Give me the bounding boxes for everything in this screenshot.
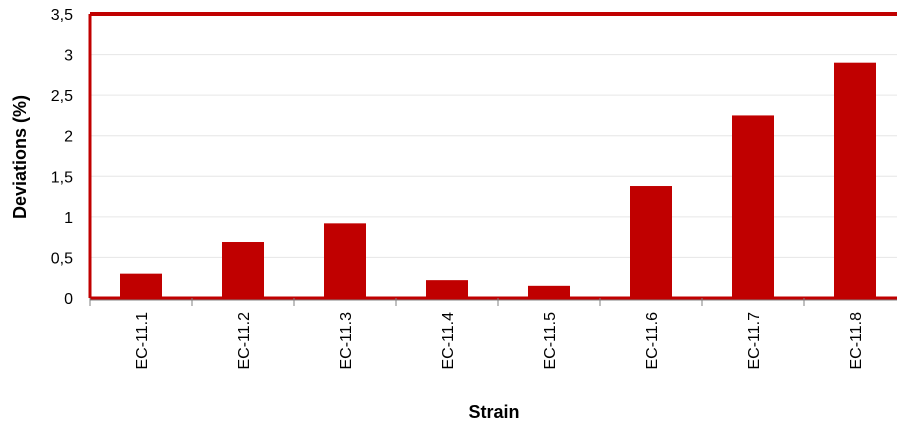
bar-ec-11-4 xyxy=(426,280,468,298)
x-tick-label: EC-11.4 xyxy=(440,312,457,370)
bar-ec-11-8 xyxy=(834,62,876,298)
x-axis-title: Strain xyxy=(468,402,519,422)
y-tick-label: 2 xyxy=(64,129,73,146)
x-tick-label: EC-11.6 xyxy=(644,312,661,370)
y-tick-label: 1 xyxy=(64,210,73,227)
y-tick-label: 3,5 xyxy=(51,7,73,24)
x-tick-label: EC-11.7 xyxy=(746,312,763,370)
bar-ec-11-2 xyxy=(222,242,264,298)
bars xyxy=(120,62,876,298)
y-tick-label: 3 xyxy=(64,48,73,65)
bar-ec-11-5 xyxy=(528,285,570,298)
x-tick-label: EC-11.8 xyxy=(848,312,865,370)
gridlines xyxy=(90,54,897,258)
bar-ec-11-6 xyxy=(630,186,672,298)
x-tick-label: EC-11.3 xyxy=(338,312,355,370)
x-axis-ticks: EC-11.1 EC-11.2 EC-11.3 EC-11.4 EC-11.5 EC-11… xyxy=(89,298,865,370)
bar-ec-11-3 xyxy=(324,223,366,298)
x-tick-label: EC-11.5 xyxy=(542,312,559,370)
bar-ec-11-1 xyxy=(120,273,162,298)
y-axis-title: Deviations (%) xyxy=(10,95,30,219)
y-tick-label: 1,5 xyxy=(51,169,73,186)
y-tick-label: 0 xyxy=(64,291,73,308)
bar-ec-11-7 xyxy=(732,115,774,298)
x-tick-label: EC-11.1 xyxy=(134,312,151,370)
x-tick-label: EC-11.2 xyxy=(236,312,253,370)
plot-frame xyxy=(88,12,897,301)
y-tick-label: 2,5 xyxy=(51,88,73,105)
y-tick-label: 0,5 xyxy=(51,250,73,267)
y-axis-ticks: 0 0,5 1 1,5 2 2,5 3 3,5 xyxy=(51,7,73,308)
